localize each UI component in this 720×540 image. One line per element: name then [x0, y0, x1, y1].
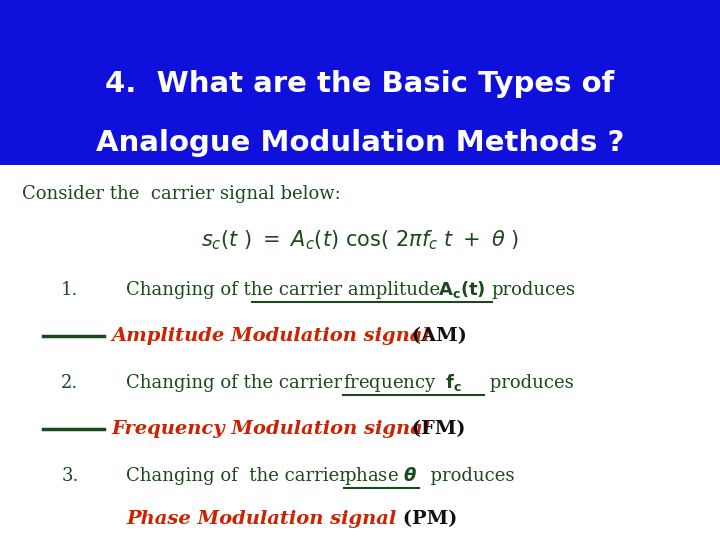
Text: Analogue Modulation Methods ?: Analogue Modulation Methods ?	[96, 129, 624, 157]
Text: frequency  $\mathbf{f_c}$: frequency $\mathbf{f_c}$	[343, 373, 463, 394]
Text: Changing of  the carrier: Changing of the carrier	[126, 467, 354, 485]
Text: 4.  What are the Basic Types of: 4. What are the Basic Types of	[105, 70, 615, 98]
Text: (FM): (FM)	[405, 420, 465, 438]
Text: produces: produces	[484, 374, 574, 393]
Text: phase $\boldsymbol{\theta}$: phase $\boldsymbol{\theta}$	[344, 465, 418, 487]
Text: Changing of the carrier: Changing of the carrier	[126, 374, 348, 393]
FancyBboxPatch shape	[0, 0, 720, 165]
Text: 1.: 1.	[61, 281, 78, 299]
Text: Changing of the carrier amplitude: Changing of the carrier amplitude	[126, 281, 446, 299]
Text: (AM): (AM)	[405, 327, 467, 345]
Text: $s_c(t\ )\ =\ A_c(t)\ \mathrm{cos}(\ 2\pi f_c\ t\ +\ \theta\ )$: $s_c(t\ )\ =\ A_c(t)\ \mathrm{cos}(\ 2\p…	[201, 228, 519, 252]
Text: Phase Modulation signal: Phase Modulation signal	[126, 510, 396, 529]
Text: Consider the  carrier signal below:: Consider the carrier signal below:	[22, 185, 341, 204]
Text: 3.: 3.	[61, 467, 78, 485]
Text: $\mathbf{A_c(t)}$: $\mathbf{A_c(t)}$	[438, 280, 485, 300]
Text: Frequency Modulation signal: Frequency Modulation signal	[112, 420, 431, 438]
Text: produces: produces	[492, 281, 576, 299]
Text: Amplitude Modulation signal: Amplitude Modulation signal	[112, 327, 431, 345]
Text: produces: produces	[419, 467, 515, 485]
Text: (PM): (PM)	[396, 510, 457, 529]
Text: 2.: 2.	[61, 374, 78, 393]
